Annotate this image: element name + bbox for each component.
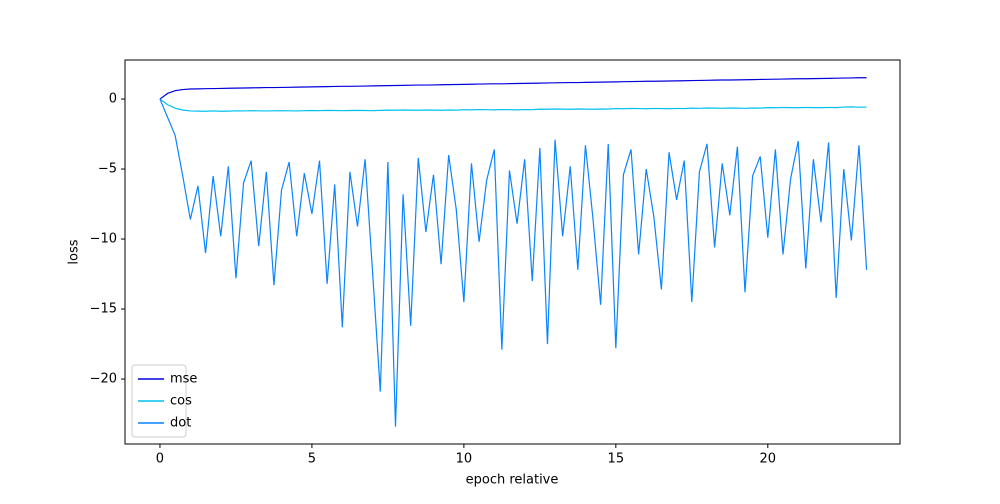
x-tick-label: 0 bbox=[156, 452, 164, 467]
plot-frame bbox=[124, 59, 901, 445]
legend-label: dot bbox=[170, 416, 191, 431]
x-tick-label: 10 bbox=[456, 452, 473, 467]
y-axis-label: loss bbox=[67, 239, 82, 264]
x-tick-label: 5 bbox=[308, 452, 316, 467]
y-tick-label: 0 bbox=[109, 92, 117, 107]
y-tick-label: −15 bbox=[90, 302, 117, 317]
x-tick-label: 20 bbox=[760, 452, 777, 467]
y-tick-label: −10 bbox=[90, 232, 117, 247]
line-series bbox=[159, 77, 867, 100]
legend-label: cos bbox=[170, 394, 192, 409]
line-series bbox=[159, 98, 868, 427]
x-axis-label: epoch relative bbox=[466, 473, 559, 488]
y-tick-label: −20 bbox=[90, 372, 117, 387]
line-series bbox=[159, 98, 867, 112]
y-tick-label: −5 bbox=[98, 162, 117, 177]
x-tick-label: 15 bbox=[608, 452, 625, 467]
legend-label: mse bbox=[170, 372, 197, 387]
